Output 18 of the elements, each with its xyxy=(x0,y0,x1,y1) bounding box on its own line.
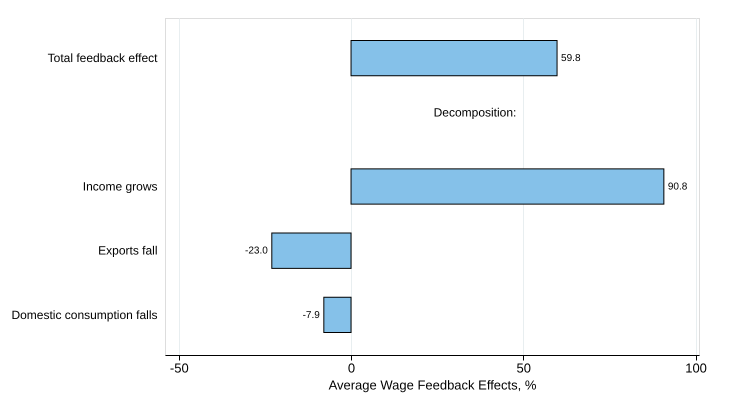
data-label: -7.9 xyxy=(302,310,320,321)
x-axis-title: Average Wage Feedback Effects, % xyxy=(328,378,537,392)
data-label: 90.8 xyxy=(668,182,688,192)
x-tick-label: 50 xyxy=(516,360,532,376)
x-tick-label: 0 xyxy=(348,360,356,376)
annotation: Decomposition: xyxy=(434,105,516,120)
y-tick-label: Domestic consumption falls xyxy=(11,308,158,322)
data-label: -23.0 xyxy=(245,246,268,257)
data-label: 59.8 xyxy=(561,53,581,64)
x-tick-label: 100 xyxy=(685,360,707,376)
bar xyxy=(323,296,352,334)
bar xyxy=(350,40,558,76)
y-tick-label: Income grows xyxy=(82,180,158,194)
bar xyxy=(271,232,352,269)
y-tick-label: Exports fall xyxy=(98,244,158,258)
y-tick-label: Total feedback effect xyxy=(48,51,158,66)
x-tick-label: -50 xyxy=(170,360,189,376)
bar xyxy=(350,168,664,205)
